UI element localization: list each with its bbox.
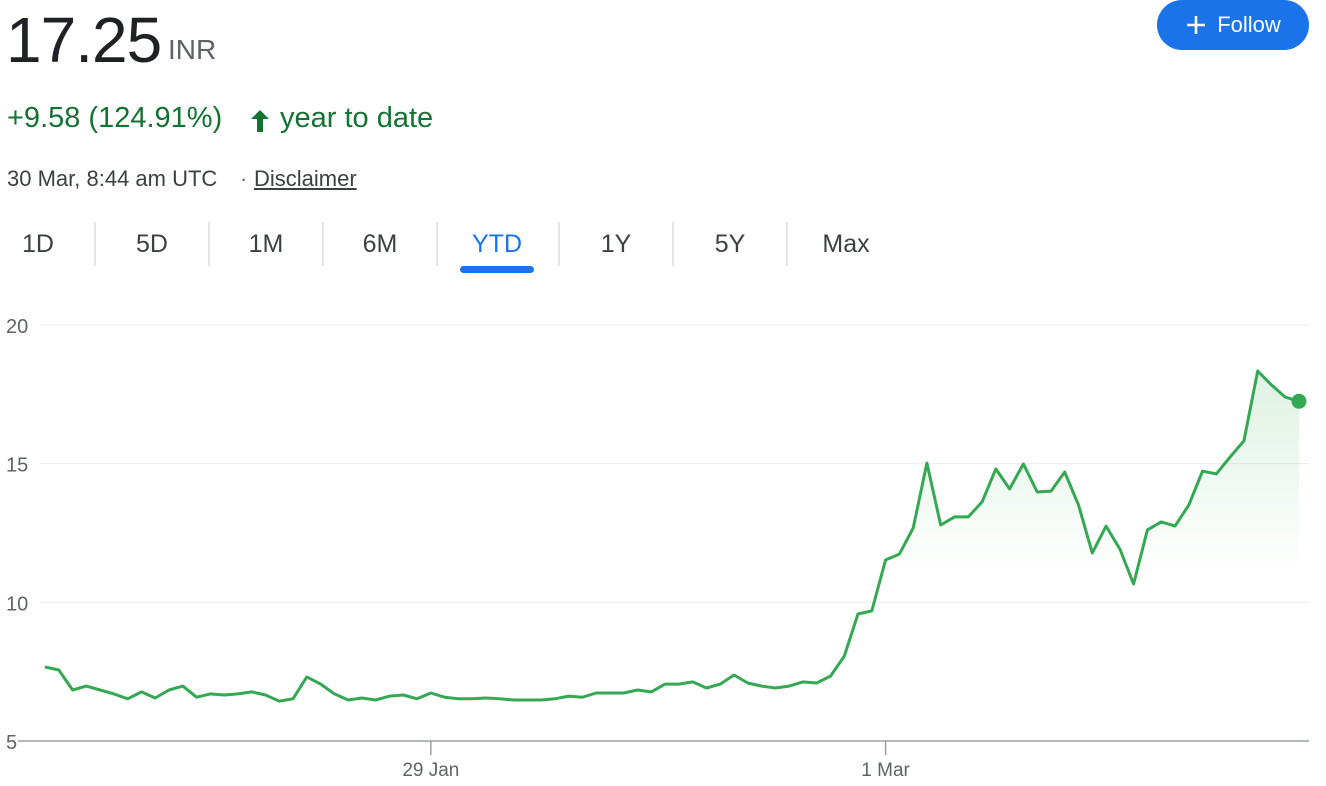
x-tick-label: 1 Mar <box>861 760 910 781</box>
tab[interactable]: 5Y <box>715 230 746 258</box>
price: 17.25 <box>6 4 162 76</box>
timestamp: 30 Mar, 8:44 am UTC <box>7 166 218 191</box>
tab[interactable]: Max <box>822 230 870 258</box>
plus-icon <box>1187 16 1206 34</box>
currency: INR <box>168 34 217 65</box>
y-tick-label: 20 <box>6 316 28 338</box>
y-tick-label: 10 <box>6 593 28 615</box>
tab-indicator <box>460 266 534 273</box>
change: +9.58 (124.91%) <box>7 102 223 134</box>
tab[interactable]: 6M <box>363 230 398 258</box>
x-tick-label: 29 Jan <box>402 760 459 781</box>
follow-button[interactable]: Follow <box>1157 0 1309 50</box>
line-area <box>45 371 1299 741</box>
last-point <box>1291 393 1307 409</box>
period: year to date <box>280 102 434 134</box>
price-line <box>44 369 1300 703</box>
disclaimer-link[interactable]: Disclaimer <box>254 166 357 191</box>
tab[interactable]: 1D <box>22 230 54 258</box>
tab[interactable]: 5D <box>136 230 168 258</box>
y-tick-label: 15 <box>6 455 28 477</box>
up-arrow <box>251 110 269 132</box>
y-tick-label: 5 <box>6 732 17 754</box>
tab[interactable]: 1M <box>249 230 284 258</box>
follow-label: Follow <box>1217 12 1281 37</box>
tab[interactable]: YTD <box>472 230 522 258</box>
tab[interactable]: 1Y <box>601 230 632 258</box>
separator: · <box>240 166 248 191</box>
